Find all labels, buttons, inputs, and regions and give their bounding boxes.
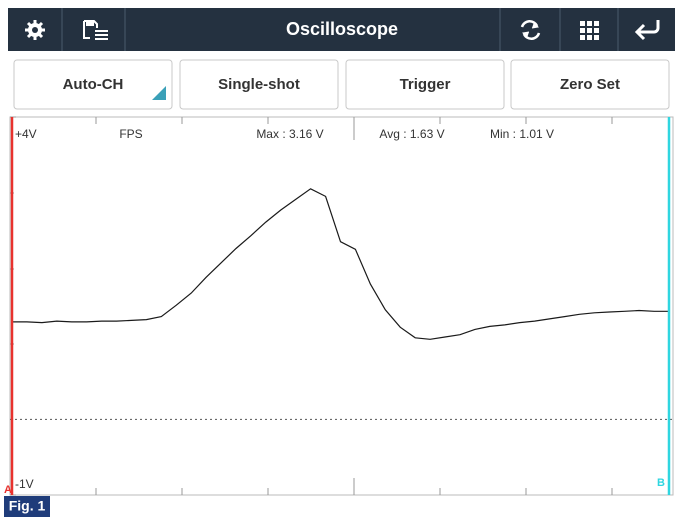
back-icon[interactable] xyxy=(634,20,660,41)
grid-icon[interactable] xyxy=(580,21,599,40)
waveform xyxy=(12,188,669,340)
save-list-icon[interactable] xyxy=(83,20,108,40)
settings-icon[interactable] xyxy=(25,20,45,40)
button-bg[interactable] xyxy=(13,59,173,110)
app-title: Oscilloscope xyxy=(286,19,398,39)
button-label[interactable]: Zero Set xyxy=(560,76,620,93)
button-bg[interactable] xyxy=(510,59,670,110)
toolbar-dividers xyxy=(61,8,619,51)
toolbar xyxy=(8,8,675,51)
measurement-label: Max : 3.16 V xyxy=(256,127,323,141)
dropdown-indicator[interactable] xyxy=(152,86,166,100)
measurement-label: FPS xyxy=(119,127,142,141)
button[interactable]: Single-shot xyxy=(179,59,339,110)
button-bg[interactable] xyxy=(345,59,505,110)
measurement-label: Min : 1.01 V xyxy=(490,127,554,141)
button-label[interactable]: Single-shot xyxy=(218,76,300,93)
caption: Fig. 1 xyxy=(9,498,46,514)
button-label[interactable]: Trigger xyxy=(400,76,451,93)
cursor-label: B xyxy=(657,477,665,489)
button[interactable]: Trigger xyxy=(345,59,505,110)
refresh-icon[interactable] xyxy=(520,20,541,40)
plot-frame xyxy=(9,116,674,496)
button-row: Auto-CH Single-shot Trigger Zero Set xyxy=(13,59,670,110)
cursor-label: A xyxy=(4,484,12,496)
y-tick-label: -1V xyxy=(15,477,34,491)
button-bg[interactable] xyxy=(179,59,339,110)
caption-box xyxy=(4,496,50,517)
y-tick-label: +4V xyxy=(15,127,37,141)
plot: +4V -1V FPS Max : 3.16 V Avg : 1.63 V Min : 1… xyxy=(4,116,673,496)
button[interactable]: Zero Set xyxy=(510,59,670,110)
button-label[interactable]: Auto-CH xyxy=(63,76,124,93)
button[interactable]: Auto-CH xyxy=(13,59,173,110)
measurement-label: Avg : 1.63 V xyxy=(379,127,444,141)
